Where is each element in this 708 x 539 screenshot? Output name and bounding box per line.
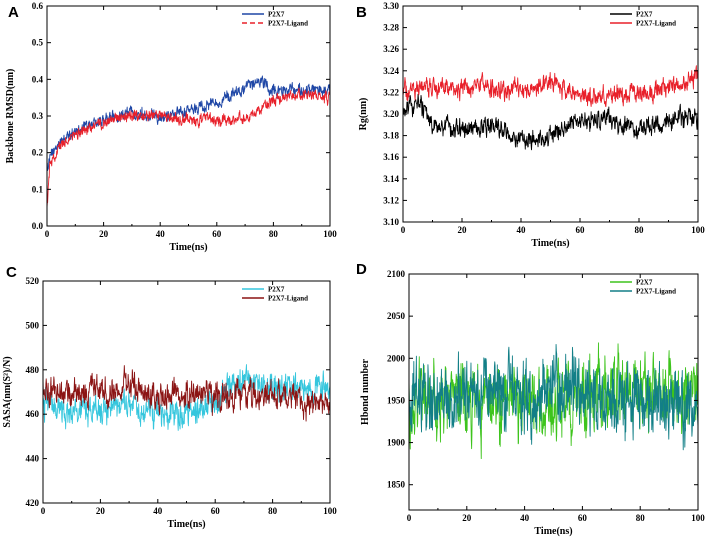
x-tick-label: 20 (99, 229, 109, 239)
panel-letter-d: D (356, 261, 367, 278)
x-tick-label: 40 (517, 225, 527, 235)
x-tick-label: 40 (156, 229, 166, 239)
legend-label: P2X7-Ligand (636, 20, 676, 28)
x-tick-label: 80 (635, 225, 645, 235)
panel-d: D 0 20 40 60 80 100 1850 1900 1950 2000 2050 2100 Tim… (356, 261, 705, 537)
y-tick-label: 3.28 (383, 23, 399, 33)
x-tick-label: 0 (407, 513, 412, 523)
y-tick-label: 500 (26, 320, 40, 330)
plot-frame (46, 5, 331, 227)
x-tick-label: 0 (401, 225, 406, 235)
legend-label: P2X7 (636, 11, 653, 19)
y-tick-label: 0.5 (32, 38, 44, 48)
x-tick-label: 60 (576, 225, 586, 235)
panel-b: B 0 20 40 60 80 100 3.10 3.12 3.14 3.16 3.18 3.20 3.2… (356, 1, 705, 249)
x-tick-label: 60 (212, 229, 222, 239)
y-tick-label: 3.12 (383, 195, 399, 205)
x-tick-label: 80 (269, 229, 279, 239)
x-tick-label: 80 (268, 506, 278, 516)
y-tick-label: 2100 (387, 269, 406, 279)
legend-label: P2X7 (268, 11, 285, 19)
y-tick-label: 3.30 (383, 1, 399, 11)
series-line-c-p2x7 (43, 364, 330, 431)
y-axis-title: Backbone RMSD(nm) (5, 69, 16, 164)
panel-a: A 0 20 40 60 80 100 0.0 0.1 0.2 0.3 0.4 0.5 0.6 Time(n… (5, 1, 337, 253)
x-tick-label: 100 (691, 225, 705, 235)
panel-letter-a: A (8, 4, 19, 21)
series-line-c-p2x7-ligand (43, 365, 330, 422)
x-axis-title: Time(ns) (167, 519, 205, 530)
y-tick-label: 3.16 (383, 152, 399, 162)
y-tick-label: 520 (26, 276, 40, 286)
y-tick-label: 2000 (387, 353, 406, 363)
x-tick-label: 100 (323, 229, 337, 239)
y-tick-label: 0.4 (32, 74, 44, 84)
x-tick-label: 100 (691, 513, 705, 523)
y-tick-label: 3.20 (383, 109, 399, 119)
y-tick-label: 3.18 (383, 131, 399, 141)
legend-label: P2X7 (268, 286, 285, 294)
y-tick-label: 1850 (387, 480, 406, 490)
x-tick-label: 20 (458, 225, 468, 235)
legend-label: P2X7 (636, 279, 653, 287)
x-tick-label: 60 (578, 513, 588, 523)
legend-label: P2X7-Ligand (636, 288, 676, 296)
x-tick-label: 20 (96, 506, 106, 516)
y-tick-label: 3.26 (383, 44, 399, 54)
x-tick-label: 80 (636, 513, 646, 523)
y-axis-title: Rg(nm) (358, 98, 369, 131)
series-line-d-p2x7-ligand (409, 344, 698, 451)
y-tick-label: 1950 (387, 395, 406, 405)
x-tick-label: 0 (45, 229, 50, 239)
panel-c: C 0 20 40 60 80 100 420 440 460 480 500 520 Time(ns) S… (2, 264, 337, 530)
x-tick-label: 100 (323, 506, 337, 516)
legend-label: P2X7-Ligand (268, 20, 308, 28)
series-line-a-p2x7-ligand (47, 87, 330, 208)
plot-frame (402, 5, 699, 223)
y-tick-label: 3.22 (383, 87, 399, 97)
y-axis-title: Hbond number (360, 359, 371, 425)
y-tick-label: 0.1 (32, 184, 44, 194)
y-tick-label: 0.6 (32, 1, 44, 11)
x-axis-title: Time(ns) (531, 238, 569, 249)
y-tick-label: 420 (26, 498, 40, 508)
y-tick-label: 3.10 (383, 217, 399, 227)
x-tick-label: 20 (462, 513, 472, 523)
x-axis-title: Time(ns) (534, 526, 572, 537)
panel-letter-b: B (356, 4, 367, 21)
legend-label: P2X7-Ligand (268, 295, 308, 303)
x-tick-label: 40 (153, 506, 163, 516)
x-axis-title: Time(ns) (169, 242, 207, 253)
y-tick-label: 3.24 (383, 66, 399, 76)
x-tick-label: 0 (41, 506, 46, 516)
y-tick-label: 0.3 (32, 111, 44, 121)
y-tick-label: 3.14 (383, 174, 399, 184)
x-tick-label: 60 (211, 506, 221, 516)
y-tick-label: 440 (26, 454, 40, 464)
y-tick-label: 480 (26, 365, 40, 375)
x-tick-label: 40 (520, 513, 530, 523)
panel-letter-c: C (6, 264, 17, 281)
y-tick-label: 460 (26, 409, 40, 419)
y-tick-label: 0.2 (32, 148, 44, 158)
y-tick-label: 0.0 (32, 221, 44, 231)
series-line-a-p2x7 (47, 75, 330, 171)
y-axis-title: SASA(nm(S²)/N) (2, 356, 13, 427)
y-tick-label: 1900 (387, 438, 406, 448)
series-line-b-p2x7-ligand (403, 65, 698, 108)
y-tick-label: 2050 (387, 311, 406, 321)
series-line-b-p2x7 (403, 93, 698, 151)
